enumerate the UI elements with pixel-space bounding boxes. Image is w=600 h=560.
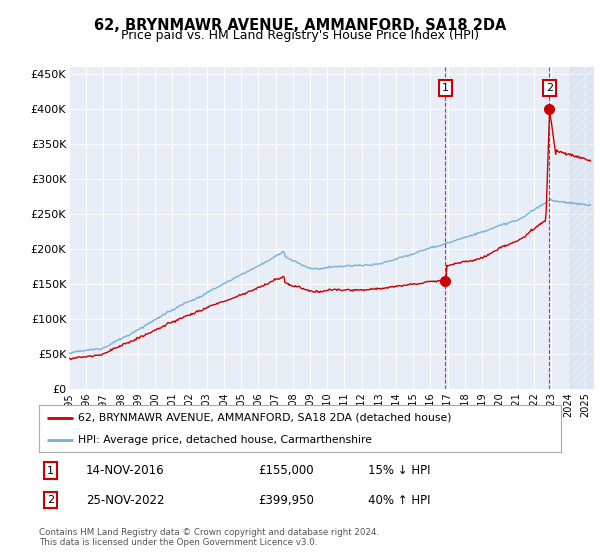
Text: 2: 2 [47, 495, 54, 505]
Text: Price paid vs. HM Land Registry's House Price Index (HPI): Price paid vs. HM Land Registry's House … [121, 29, 479, 42]
Bar [568, 67, 600, 389]
Text: 1: 1 [47, 465, 54, 475]
Text: 2: 2 [545, 83, 553, 93]
Text: 40% ↑ HPI: 40% ↑ HPI [368, 494, 430, 507]
Text: 1: 1 [442, 83, 449, 93]
Text: 25-NOV-2022: 25-NOV-2022 [86, 494, 164, 507]
Text: 15% ↓ HPI: 15% ↓ HPI [368, 464, 430, 477]
Text: 62, BRYNMAWR AVENUE, AMMANFORD, SA18 2DA: 62, BRYNMAWR AVENUE, AMMANFORD, SA18 2DA [94, 18, 506, 33]
Text: HPI: Average price, detached house, Carmarthenshire: HPI: Average price, detached house, Carm… [78, 435, 372, 445]
Text: Contains HM Land Registry data © Crown copyright and database right 2024.
This d: Contains HM Land Registry data © Crown c… [39, 528, 379, 547]
Text: £399,950: £399,950 [258, 494, 314, 507]
Text: £155,000: £155,000 [258, 464, 314, 477]
Text: 62, BRYNMAWR AVENUE, AMMANFORD, SA18 2DA (detached house): 62, BRYNMAWR AVENUE, AMMANFORD, SA18 2DA… [78, 413, 452, 423]
Bar [568, 67, 600, 389]
Text: 14-NOV-2016: 14-NOV-2016 [86, 464, 164, 477]
